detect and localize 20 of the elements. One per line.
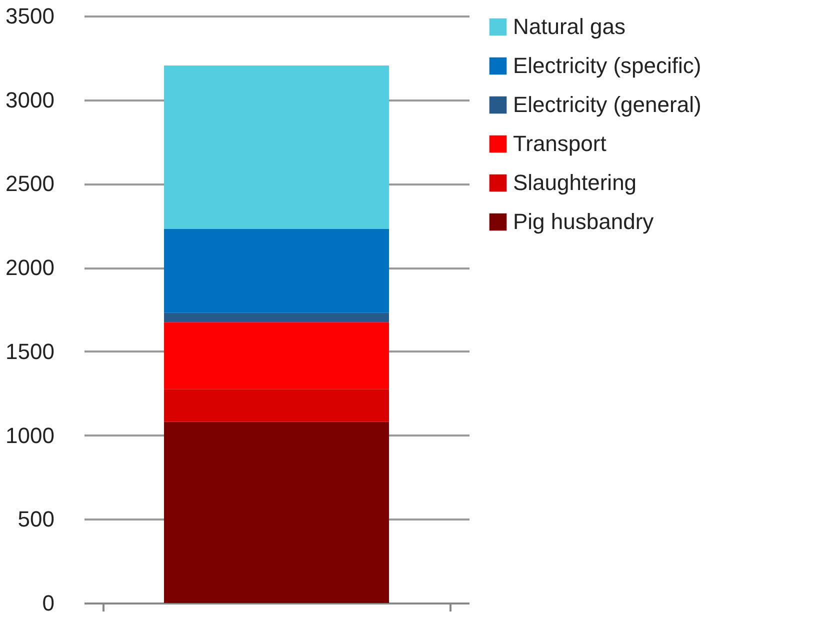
- bar: [164, 228, 389, 313]
- bar: [164, 65, 389, 229]
- y-tick-label: 500: [18, 506, 54, 532]
- y-tick-label: 3000: [6, 87, 54, 112]
- legend-label: Pig husbandry: [513, 209, 654, 234]
- legend-label: Transport: [513, 131, 606, 156]
- y-tick-label: 0: [42, 590, 54, 616]
- y-tick-label: 2500: [6, 171, 54, 196]
- y-tick-label: 3500: [6, 4, 54, 28]
- y-tick-label: 2000: [6, 255, 54, 280]
- legend-label: Electricity (general): [513, 92, 702, 117]
- legend-label: Natural gas: [513, 14, 626, 39]
- legend-label: Slaughtering: [513, 170, 637, 195]
- bar: [164, 322, 389, 390]
- legend-label: Electricity (specific): [513, 53, 702, 78]
- bar: [164, 422, 389, 603]
- y-tick-label: 1500: [6, 338, 54, 364]
- bar: [164, 312, 389, 322]
- y-tick-label: 1000: [6, 422, 54, 448]
- bar: [164, 389, 389, 422]
